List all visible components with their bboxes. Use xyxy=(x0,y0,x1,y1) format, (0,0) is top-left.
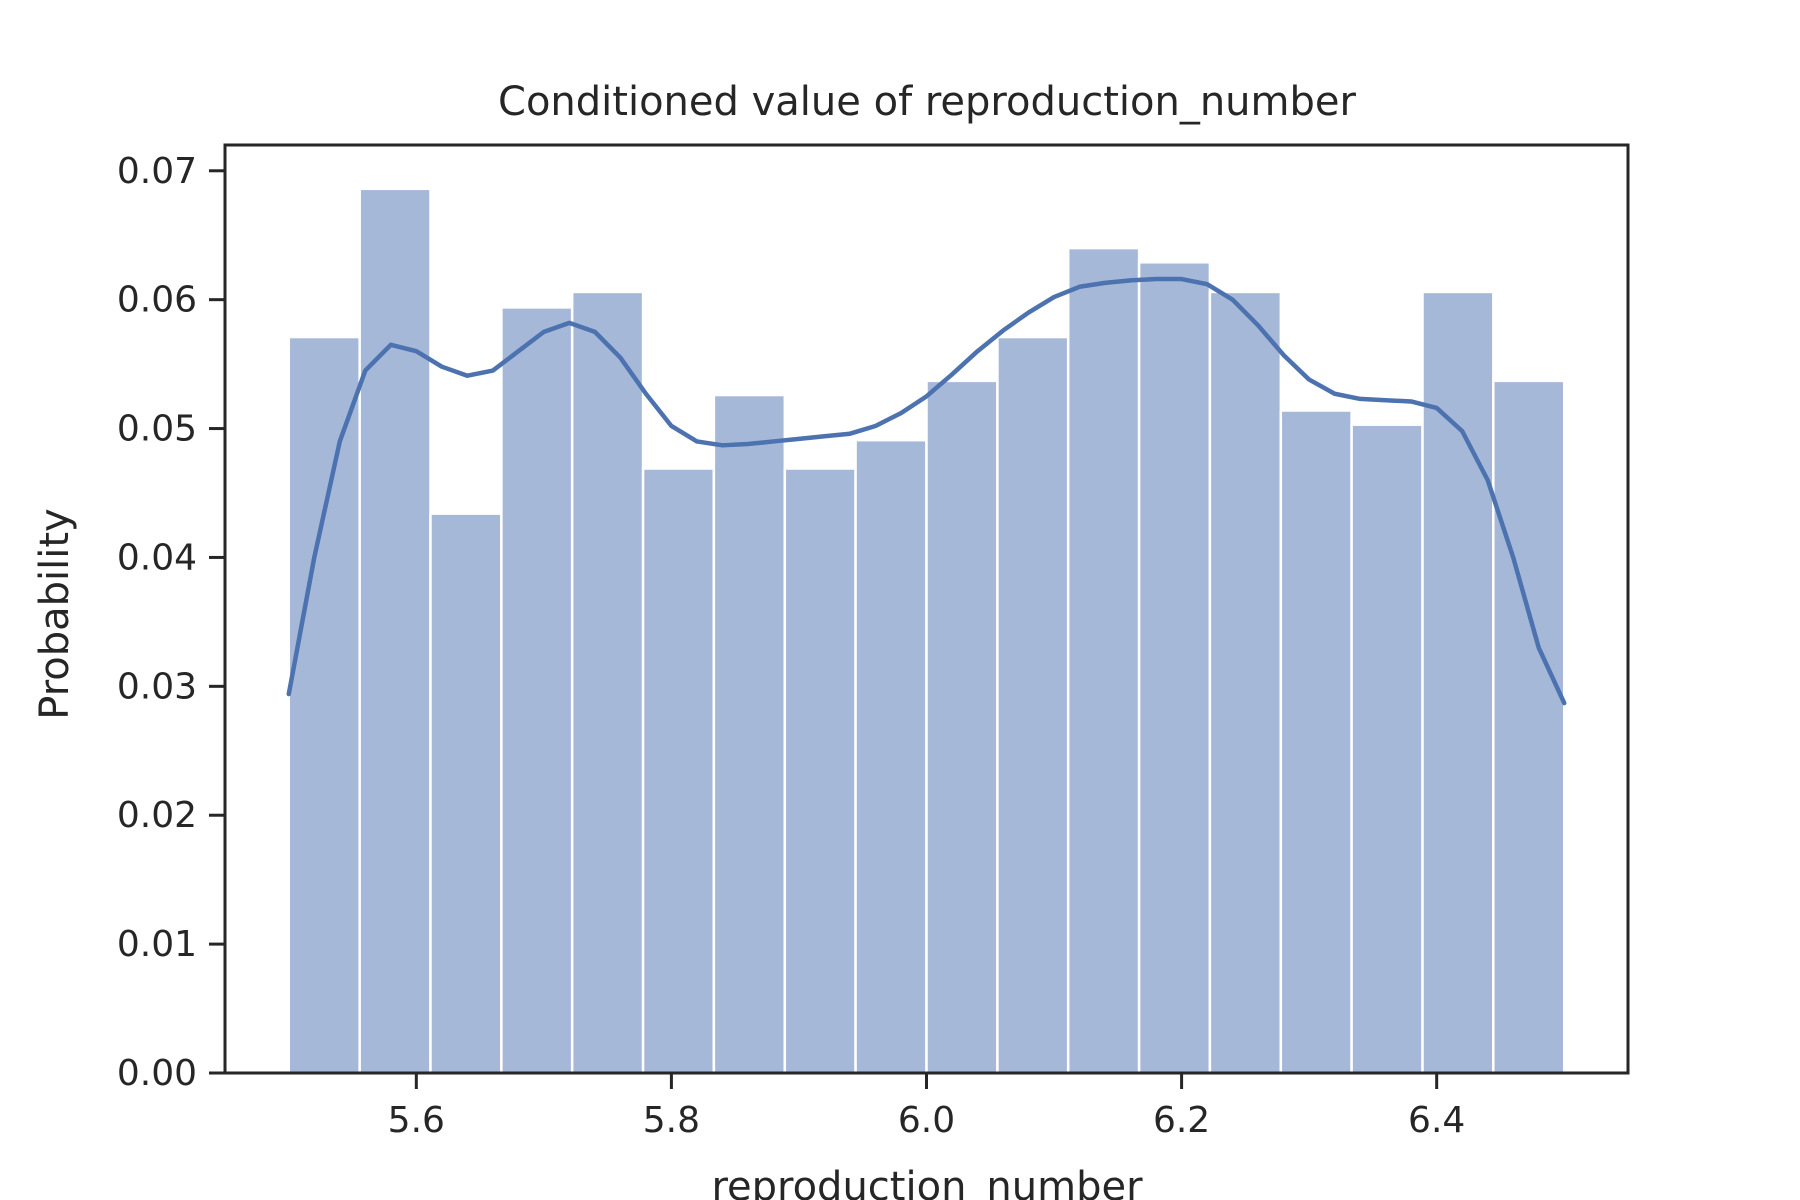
histogram-bar xyxy=(783,467,857,1075)
histogram-bar xyxy=(358,187,432,1075)
y-tick-label: 0.06 xyxy=(117,280,197,321)
histogram-bar xyxy=(925,379,999,1075)
histogram-bar xyxy=(1066,246,1141,1075)
histogram-bar xyxy=(500,306,574,1075)
x-tick-label: 5.6 xyxy=(388,1100,445,1141)
histogram-bar xyxy=(429,512,503,1075)
histogram-bar xyxy=(570,290,645,1075)
histogram-bar xyxy=(641,467,716,1075)
histogram-bar xyxy=(1421,290,1495,1075)
y-tick-label: 0.00 xyxy=(117,1053,197,1094)
kde-curve xyxy=(286,276,1567,706)
y-tick-label: 0.04 xyxy=(117,537,197,578)
x-tick-label: 6.4 xyxy=(1408,1100,1465,1141)
y-axis-label: Probability xyxy=(32,508,78,719)
y-axis: 0.00 0.01 0.02 0.03 0.04 0.05 0.06 0.07 xyxy=(117,151,225,1094)
histogram-bar xyxy=(1279,409,1353,1075)
histogram-bar xyxy=(712,393,787,1075)
histogram-bar xyxy=(996,335,1070,1075)
histogram-bar xyxy=(287,335,361,1075)
histogram-bar xyxy=(1208,290,1283,1075)
y-tick-label: 0.05 xyxy=(117,409,197,450)
histogram-bars xyxy=(287,187,1566,1075)
chart-title: Conditioned value of reproduction_number xyxy=(498,79,1356,125)
histogram-bar xyxy=(1492,379,1566,1075)
x-axis-label: reproduction_number xyxy=(711,1164,1143,1200)
histogram-bar xyxy=(1137,261,1212,1075)
x-tick-label: 5.8 xyxy=(643,1100,700,1141)
histogram-bar xyxy=(1350,423,1424,1075)
y-tick-label: 0.02 xyxy=(117,795,197,836)
x-tick-label: 6.0 xyxy=(898,1100,955,1141)
histogram-bar xyxy=(854,438,928,1075)
y-tick-label: 0.01 xyxy=(117,924,197,965)
y-tick-label: 0.03 xyxy=(117,666,197,707)
y-tick-label: 0.07 xyxy=(117,151,197,192)
x-tick-label: 6.2 xyxy=(1153,1100,1210,1141)
x-axis: 5.6 5.8 6.0 6.2 6.4 xyxy=(388,1073,1465,1141)
